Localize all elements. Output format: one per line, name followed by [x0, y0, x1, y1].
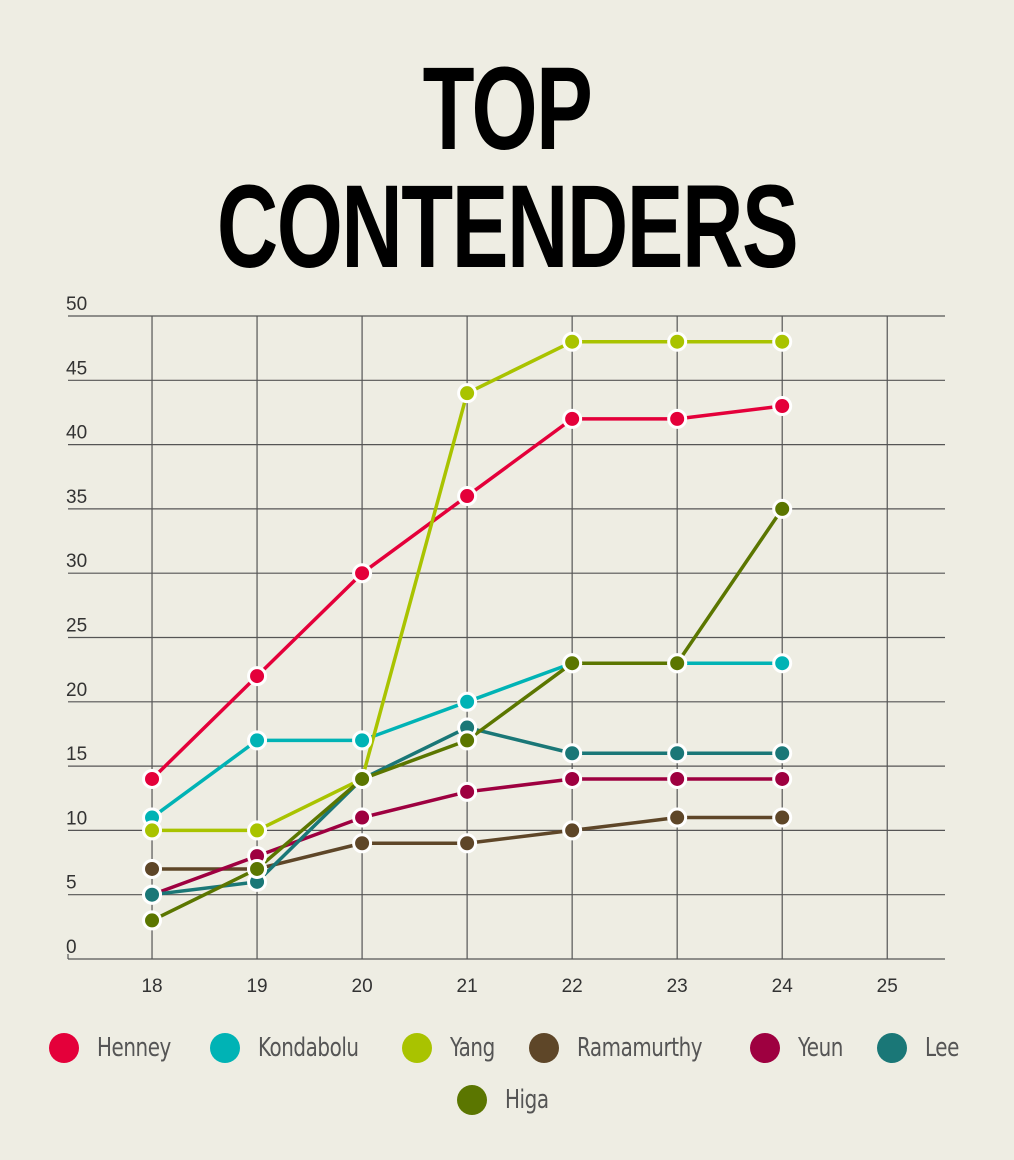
x-tick-label: 20	[352, 976, 373, 997]
legend-label: Yang	[450, 1033, 496, 1063]
x-tick-label: 25	[877, 976, 898, 997]
data-point-higa	[457, 730, 478, 751]
y-tick-label: 25	[66, 616, 87, 637]
data-point-henney	[772, 396, 793, 417]
data-point-yeun	[562, 768, 583, 789]
y-tick-label: 30	[66, 551, 87, 572]
data-point-higa	[352, 768, 373, 789]
y-tick-label: 15	[66, 744, 87, 765]
y-tick-label: 0	[66, 937, 77, 958]
data-point-ramamurthy	[667, 807, 688, 828]
legend-swatch	[49, 1033, 80, 1063]
data-point-kondabolu	[352, 730, 373, 751]
y-axis-ticks: 0 5 10 15 20 25 30 35 40 45 50	[66, 294, 87, 958]
data-point-lee	[142, 884, 163, 905]
data-point-yeun	[772, 768, 793, 789]
y-tick-label: 5	[66, 873, 77, 894]
line-chart: 0 5 10 15 20 25 30 35 40 45 50 18 19 20 21 22 23 24 25	[66, 294, 945, 997]
data-point-henney	[352, 563, 373, 584]
y-tick-label: 50	[66, 294, 87, 315]
legend-swatch	[529, 1033, 559, 1063]
data-point-henney	[667, 408, 688, 429]
legend-label: Ramamurthy	[577, 1033, 703, 1063]
y-tick-label: 45	[66, 358, 87, 379]
legend-label: Higa	[505, 1085, 549, 1115]
x-tick-label: 22	[562, 976, 583, 997]
data-point-ramamurthy	[562, 820, 583, 841]
y-tick-label: 20	[66, 680, 87, 701]
data-point-yang	[772, 331, 793, 352]
data-point-henney	[247, 666, 268, 687]
data-point-lee	[667, 743, 688, 764]
legend-item-higa: Higa	[457, 1085, 556, 1115]
legend-swatch	[402, 1033, 433, 1063]
legend-swatch	[877, 1033, 908, 1063]
data-point-henney	[562, 408, 583, 429]
data-point-yang	[457, 383, 478, 404]
data-point-yeun	[457, 781, 478, 802]
y-tick-label: 40	[66, 423, 87, 444]
legend-item-kondabolu: Kondabolu	[209, 1033, 376, 1063]
data-point-henney	[142, 768, 163, 789]
x-tick-label: 19	[246, 976, 267, 997]
legend-item-ramamurthy: Ramamurthy	[529, 1033, 724, 1063]
legend-item-yang: Yang	[402, 1033, 503, 1063]
data-point-yang	[562, 331, 583, 352]
x-axis-ticks: 18 19 20 21 22 23 24 25	[141, 976, 897, 997]
y-tick-label: 35	[66, 487, 87, 508]
data-point-lee	[772, 743, 793, 764]
chart-title: TOP CONTENDERS	[216, 43, 799, 293]
x-tick-label: 21	[457, 976, 478, 997]
data-point-yeun	[667, 768, 688, 789]
data-point-yang	[247, 820, 268, 841]
y-tick-label: 10	[66, 808, 87, 829]
x-tick-label: 18	[141, 976, 162, 997]
data-point-yeun	[352, 807, 373, 828]
legend-item-henney: Henney	[49, 1033, 184, 1063]
data-point-higa	[562, 653, 583, 674]
data-point-higa	[247, 858, 268, 879]
legend-item-yeun: Yeun	[750, 1033, 851, 1063]
data-point-ramamurthy	[142, 858, 163, 879]
series-points	[142, 331, 793, 931]
legend-label: Lee	[925, 1033, 959, 1063]
data-point-lee	[562, 743, 583, 764]
legend-swatch	[750, 1033, 781, 1063]
data-point-higa	[667, 653, 688, 674]
data-point-ramamurthy	[772, 807, 793, 828]
legend-swatch	[209, 1033, 240, 1063]
legend-item-lee: Lee	[877, 1033, 965, 1063]
data-point-higa	[772, 498, 793, 519]
data-point-higa	[142, 910, 163, 931]
legend-label: Henney	[97, 1033, 171, 1063]
legend-label: Yeun	[798, 1033, 844, 1063]
legend-swatch	[457, 1085, 488, 1115]
data-point-henney	[457, 486, 478, 507]
data-point-kondabolu	[457, 691, 478, 712]
data-point-ramamurthy	[352, 833, 373, 854]
x-tick-label: 24	[772, 976, 794, 997]
legend-label: Kondabolu	[257, 1033, 359, 1063]
data-point-kondabolu	[247, 730, 268, 751]
data-point-ramamurthy	[457, 833, 478, 854]
x-tick-label: 23	[667, 976, 688, 997]
data-point-yang	[142, 820, 163, 841]
grid	[67, 315, 945, 960]
data-point-kondabolu	[772, 653, 793, 674]
data-point-yang	[667, 331, 688, 352]
legend: Henney Kondabolu Yang Ramamurthy Yeun Lee Higa	[40, 1033, 974, 1115]
